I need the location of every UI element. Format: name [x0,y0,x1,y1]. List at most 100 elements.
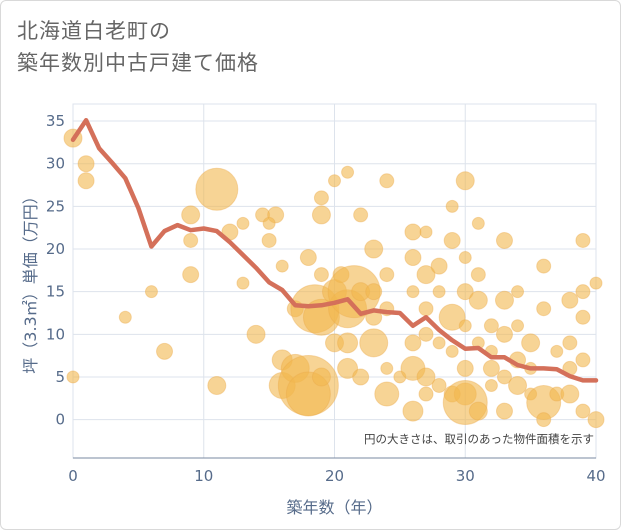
bubble-point [536,301,552,317]
bubble-point [404,334,422,352]
x-tick-label: 40 [586,467,605,485]
bubble-point [402,400,424,422]
bubble-point [575,284,591,300]
bubble-point [379,173,395,189]
bubble-point [337,332,359,354]
bubble-point [337,357,359,379]
bubble-point [483,318,499,334]
bubble-point [536,412,552,428]
bubble-point [445,344,459,358]
bubble-point [182,266,200,284]
bubble-point [432,336,446,350]
x-tick-label: 10 [194,467,213,485]
bubble-point [508,375,528,395]
y-tick-label: 5 [55,368,65,386]
bubble-point [311,205,331,225]
bubble-point [438,303,466,331]
average-price-line [70,117,599,383]
bubble-point [195,167,239,211]
bubble-point [418,301,434,317]
bubble-point [404,223,422,241]
bubble-series [63,128,605,429]
x-axis-title: 築年数（年） [286,498,382,517]
bubble-point [443,231,461,249]
chart-title-line1: 北海道白老町の [17,19,171,43]
bubble-point [181,205,201,225]
bubble-point [406,285,420,299]
bubble-point [418,326,434,342]
bubble-point [118,310,132,324]
x-tick-label: 20 [325,467,344,485]
bubble-point [374,381,400,407]
bubble-point [328,174,341,188]
bubble-point [313,267,329,283]
bubble-point [471,216,485,230]
bubble-point [77,172,95,190]
bubble-point [456,359,474,377]
y-tick-label: 0 [55,411,65,429]
bubble-point [550,344,564,358]
bubble-point [352,368,370,386]
bubble-point [77,155,95,173]
bubble-point [562,335,578,351]
y-tick-label: 20 [46,240,65,258]
bubble-point [496,369,512,385]
bubble-point [470,267,486,283]
bubble-point [468,401,488,421]
bubble-point [341,165,355,179]
bubble-point [589,276,603,290]
bubble-point [587,411,605,429]
y-tick-label: 30 [46,155,65,173]
bubble-point [299,249,317,267]
bubble-point [495,231,513,249]
y-tick-label: 15 [46,283,65,301]
bubble-point [432,285,446,299]
chart-title: 北海道白老町の 築年数別中古戸建て価格 [17,15,259,79]
bubble-point [416,367,436,387]
bubble-point [445,199,459,213]
bubble-point [495,325,513,343]
bubble-point [431,377,447,393]
bubble-point [536,258,552,274]
x-tick-label: 0 [68,467,78,485]
y-axis-title: 坪（3.3㎡）単価（万円） [21,188,40,373]
bubble-point [353,207,369,223]
bubble-point [261,232,277,248]
bubble-point [364,239,384,259]
bubble-point [575,309,591,325]
bubble-point [313,190,329,206]
bubble-point [430,257,448,275]
bubble-point [66,370,80,384]
y-tick-label: 25 [46,197,65,215]
bubble-point [404,249,422,267]
bubble-point [521,333,541,353]
bubble-point [246,324,266,344]
bubble-point [560,384,580,404]
bubble-point [456,283,474,301]
bubble-point [416,265,436,285]
bubble-point [561,291,579,309]
bubble-point [495,402,513,420]
bubble-point [458,319,472,333]
chart-annotation: 円の大きさは、取引のあった物件面積を示す [364,432,594,446]
bubble-point [311,367,331,387]
bubble-point [275,259,289,273]
bubble-point [575,403,591,419]
bubble-point [418,386,434,402]
axes: 0 5 10 15 20 25 30 35 0 10 20 30 40 [46,112,606,485]
bubble-point [144,285,158,299]
bubble-point [207,375,227,395]
x-tick-label: 30 [456,467,475,485]
bubble-point [575,352,591,368]
bubble-point [575,232,591,248]
bubble-point [236,216,250,230]
bubble-point [468,290,488,310]
bubble-point [511,285,525,299]
bubble-point [511,319,525,333]
y-tick-label: 10 [46,325,65,343]
bubble-point [359,328,389,358]
bubble-point [262,216,276,230]
chart-title-line2: 築年数別中古戸建て価格 [17,51,259,75]
bubble-point [455,171,475,191]
